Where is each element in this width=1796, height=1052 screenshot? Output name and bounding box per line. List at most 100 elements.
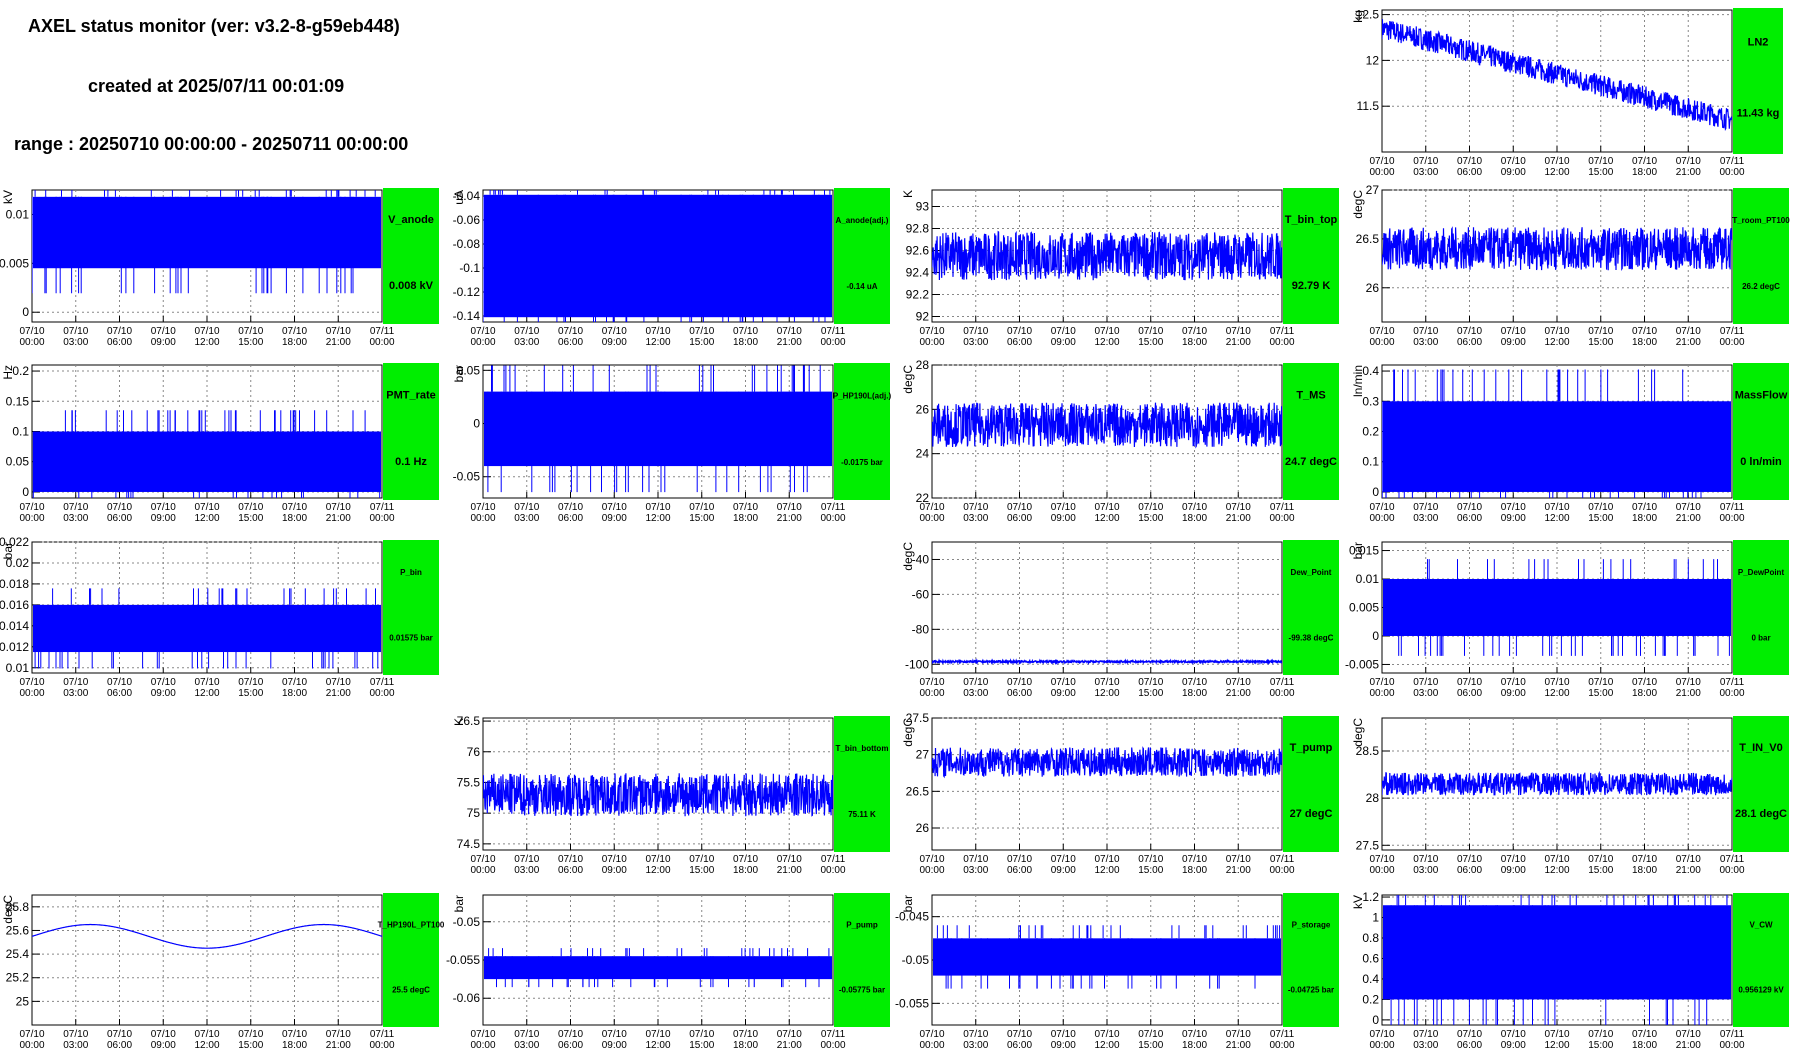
x-tick-label: 07/10 [1182, 1029, 1207, 1040]
status-box-T_bin_bottom [834, 716, 890, 852]
x-tick-label: 12:00 [1544, 167, 1569, 178]
x-tick-label: 07/10 [1413, 156, 1438, 167]
y-tick-label: 0.1 [1362, 455, 1379, 469]
x-tick-label: 06:00 [107, 337, 132, 348]
series-line [1382, 226, 1732, 272]
x-tick-label: 07/10 [1413, 1029, 1438, 1040]
x-tick-label: 07/10 [1007, 326, 1032, 337]
x-tick-label: 00:00 [470, 865, 495, 876]
status-value: 92.79 K [1292, 280, 1331, 292]
y-tick-label: 27 [1366, 183, 1380, 197]
y-tick-label: 26 [916, 821, 930, 835]
x-tick-label: 07/10 [1226, 502, 1251, 513]
x-tick-label: 07/10 [963, 502, 988, 513]
x-tick-label: 12:00 [194, 1040, 219, 1051]
x-tick-label: 06:00 [1457, 865, 1482, 876]
x-tick-label: 07/10 [63, 502, 88, 513]
y-tick-label: -0.08 [453, 237, 481, 251]
y-tick-label: 0.4 [1362, 364, 1379, 378]
x-tick-label: 07/10 [963, 1029, 988, 1040]
x-tick-label: 00:00 [470, 1040, 495, 1051]
x-tick-label: 18:00 [1182, 337, 1207, 348]
series-band [33, 431, 381, 492]
y-tick-label: 0.8 [1362, 931, 1379, 945]
x-tick-label: 12:00 [645, 337, 670, 348]
x-tick-label: 00:00 [19, 1040, 44, 1051]
x-tick-label: 07/10 [470, 502, 495, 513]
x-tick-label: 07/10 [1588, 502, 1613, 513]
status-box-P_HP190L [834, 363, 890, 500]
x-tick-label: 07/10 [689, 854, 714, 865]
x-tick-label: 07/10 [1544, 677, 1569, 688]
x-tick-label: 07/10 [963, 854, 988, 865]
x-tick-label: 07/10 [19, 326, 44, 337]
x-tick-label: 07/10 [194, 502, 219, 513]
series-trace-T_room [1382, 226, 1732, 272]
x-tick-label: 18:00 [1632, 1040, 1657, 1051]
x-tick-label: 07/10 [514, 502, 539, 513]
x-tick-label: 00:00 [1369, 167, 1394, 178]
x-tick-label: 21:00 [1226, 865, 1251, 876]
y-tick-label: 12 [1366, 53, 1380, 67]
x-tick-label: 07/10 [1007, 677, 1032, 688]
panel-V_anode: 07/1000:0007/1003:0007/1006:0007/1009:00… [0, 188, 439, 348]
x-tick-label: 06:00 [1007, 513, 1032, 524]
x-tick-label: 07/10 [919, 1029, 944, 1040]
x-tick-label: 15:00 [1588, 337, 1613, 348]
x-tick-label: 15:00 [1588, 513, 1613, 524]
x-tick-label: 21:00 [1226, 1040, 1251, 1051]
series-trace-P_bin [33, 588, 381, 669]
x-tick-label: 07/10 [645, 502, 670, 513]
x-tick-label: 06:00 [558, 513, 583, 524]
x-tick-label: 00:00 [820, 513, 845, 524]
x-tick-label: 21:00 [777, 1040, 802, 1051]
x-tick-label: 18:00 [1182, 688, 1207, 699]
series-trace-MassFlow [1382, 369, 1731, 498]
x-tick-label: 15:00 [1588, 167, 1613, 178]
x-tick-label: 21:00 [1676, 1040, 1701, 1051]
x-tick-label: 07/10 [151, 326, 176, 337]
y-tick-label: -60 [912, 587, 930, 601]
status-value: 11.43 kg [1737, 108, 1780, 120]
y-tick-label: 0.05 [6, 455, 30, 469]
x-tick-label: 15:00 [1588, 865, 1613, 876]
x-tick-label: 07/11 [1270, 326, 1295, 337]
x-tick-label: 00:00 [919, 337, 944, 348]
x-tick-label: 07/10 [1413, 854, 1438, 865]
x-tick-label: 07/10 [733, 502, 758, 513]
status-value: 0.008 kV [389, 280, 434, 292]
x-tick-label: 07/10 [1457, 156, 1482, 167]
status-value: 75.11 K [848, 810, 876, 819]
x-tick-label: 21:00 [326, 1040, 351, 1051]
x-tick-label: 07/10 [1007, 502, 1032, 513]
status-name: T_bin_bottom [836, 744, 889, 753]
y-tick-label: 0.012 [0, 640, 29, 654]
x-tick-label: 18:00 [282, 513, 307, 524]
x-tick-label: 12:00 [194, 688, 219, 699]
x-tick-label: 15:00 [689, 513, 714, 524]
y-tick-label: 27.5 [1356, 838, 1380, 852]
x-tick-label: 07/10 [1182, 854, 1207, 865]
x-tick-label: 00:00 [470, 513, 495, 524]
x-tick-label: 12:00 [1094, 865, 1119, 876]
y-tick-label: 0.016 [0, 598, 29, 612]
status-box-MassFlow [1733, 363, 1789, 500]
status-name: P_pump [846, 921, 878, 930]
x-tick-label: 07/10 [282, 326, 307, 337]
status-box-P_pump [834, 893, 890, 1027]
y-tick-label: 0.05 [457, 363, 481, 377]
x-tick-label: 07/10 [1007, 1029, 1032, 1040]
status-value: -0.0175 bar [841, 458, 883, 467]
x-tick-label: 15:00 [238, 1040, 263, 1051]
y-tick-label: 0 [1372, 629, 1379, 643]
y-tick-label: 93 [916, 200, 930, 214]
x-tick-label: 07/10 [326, 502, 351, 513]
x-tick-label: 07/10 [733, 1029, 758, 1040]
x-tick-label: 07/10 [1182, 502, 1207, 513]
x-tick-label: 07/11 [1270, 854, 1295, 865]
panel-MassFlow: 07/1000:0007/1003:0007/1006:0007/1009:00… [1351, 363, 1789, 524]
x-tick-label: 00:00 [919, 688, 944, 699]
x-tick-label: 06:00 [1457, 1040, 1482, 1051]
x-tick-label: 12:00 [194, 513, 219, 524]
